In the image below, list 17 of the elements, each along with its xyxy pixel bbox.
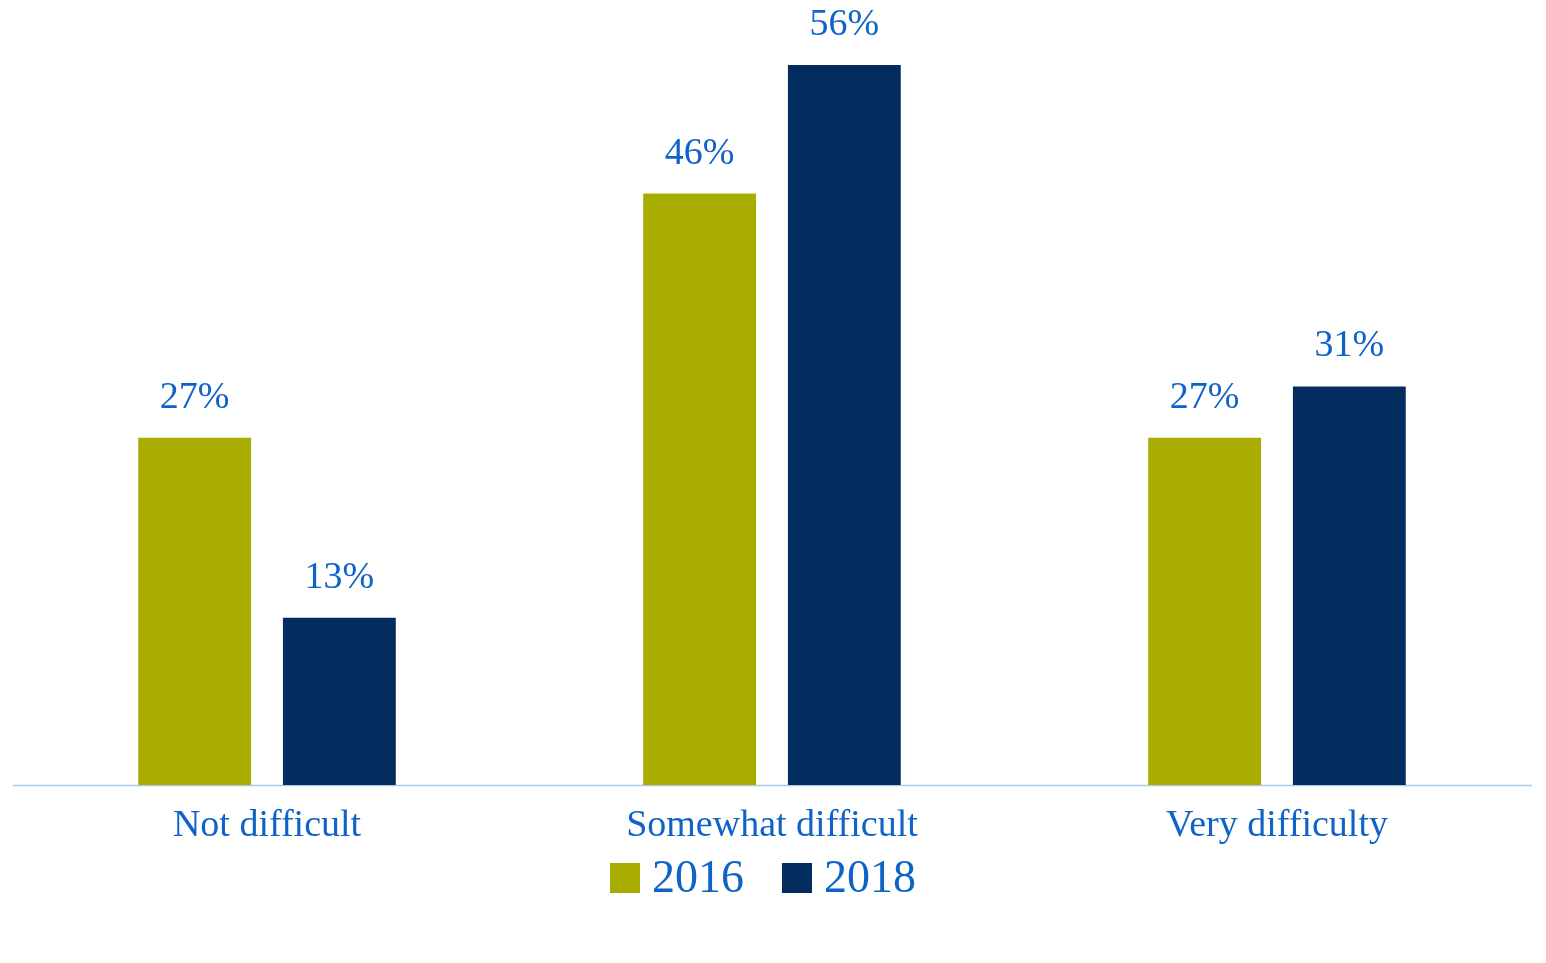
bar (282, 617, 396, 785)
bar (1292, 386, 1406, 785)
x-tick-label: Somewhat difficult (626, 801, 919, 844)
x-tick-label: Very difficulty (1165, 801, 1388, 844)
data-label: 31% (1314, 322, 1385, 365)
data-label: 13% (304, 553, 375, 596)
bar (787, 65, 901, 785)
legend-label: 2016 (652, 851, 744, 902)
legend-label: 2018 (824, 851, 916, 902)
data-label: 56% (809, 1, 880, 43)
bar (1148, 437, 1262, 785)
bar (138, 437, 252, 785)
bar (643, 193, 757, 785)
data-label: 27% (1169, 373, 1240, 416)
data-label: 27% (159, 373, 230, 416)
x-tick-label: Not difficult (172, 801, 362, 844)
data-label: 46% (664, 129, 735, 172)
